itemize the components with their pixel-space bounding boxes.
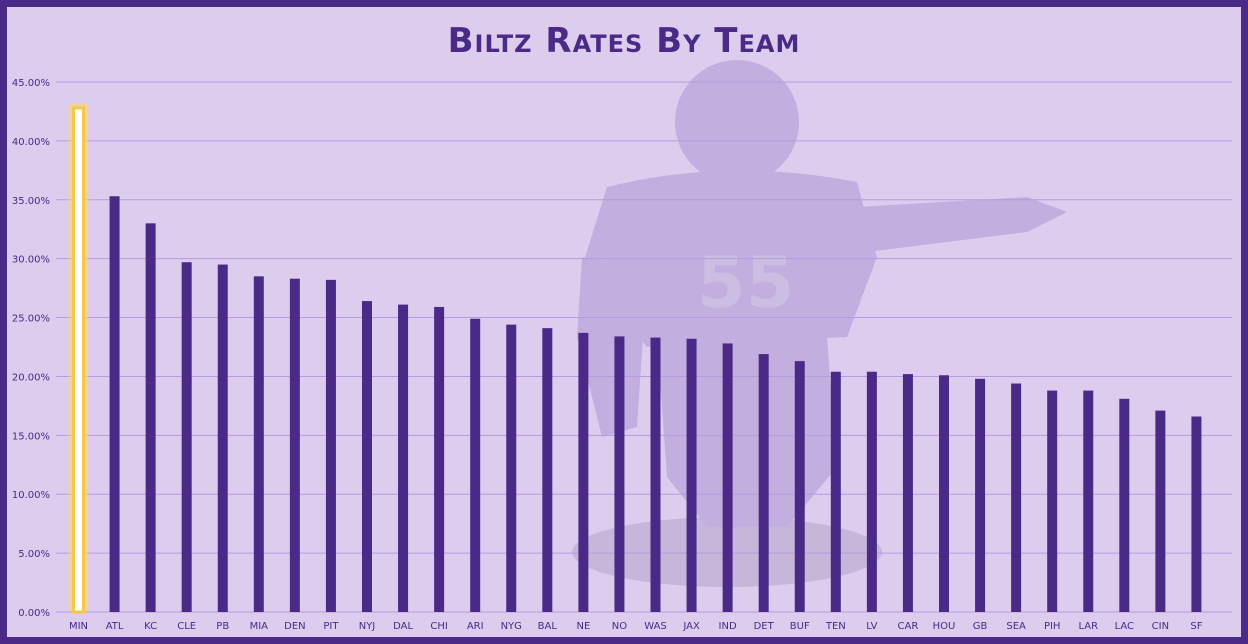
bar-ind — [722, 343, 733, 612]
y-tick-label: 25.00% — [12, 314, 50, 325]
x-tick-label-ind: IND — [719, 621, 737, 632]
x-tick-label-no: NO — [612, 621, 627, 632]
bar-jax — [686, 338, 697, 612]
bars — [68, 102, 1202, 614]
bar-atl — [109, 196, 120, 612]
x-tick-label-lac: LAC — [1115, 621, 1134, 632]
x-tick-label-chi: CHI — [430, 621, 447, 632]
x-tick-label-det: DET — [754, 621, 775, 632]
chart-title: Biltz Rates By Team — [447, 21, 801, 61]
x-tick-label-buf: BUF — [790, 621, 810, 632]
x-tick-label-hou: HOU — [933, 621, 956, 632]
bar-bal — [542, 328, 553, 612]
bar-lv — [866, 371, 877, 612]
bar-lac — [1119, 398, 1130, 612]
y-axis-ticks: 0.00% 5.00% 10.00% 15.00% 20.00% 25.00% 30.00%… — [12, 78, 50, 619]
bar-buf — [794, 361, 805, 612]
chart-frame: 55 0.00% 5.00% 10.00% 15.00% 20.00% 25.00% 30.… — [5, 5, 1243, 639]
vikings-player-55-pointing-image: 55 — [572, 60, 1067, 587]
y-tick-label: 15.00% — [12, 431, 50, 442]
bar-pih — [1047, 390, 1058, 612]
x-axis-ticks: MIN ATL KC CLE PB MIA DEN PIT NYJ DAL CHI ARI NYG BAL… — [69, 621, 1203, 632]
x-tick-label-jax: JAX — [682, 621, 700, 632]
x-tick-label-gb: GB — [973, 621, 988, 632]
x-tick-label-pih: PIH — [1044, 621, 1061, 632]
bar-nyj — [362, 301, 372, 612]
grid-lines — [56, 81, 1232, 613]
bar-pb — [217, 264, 228, 612]
y-tick-label: 45.00% — [12, 78, 50, 89]
x-tick-label-atl: ATL — [106, 621, 124, 632]
y-tick-label: 10.00% — [12, 490, 50, 501]
x-tick-label-ne: NE — [576, 621, 590, 632]
bar-den — [289, 278, 300, 612]
bar-chart: 0.00% 5.00% 10.00% 15.00% 20.00% 25.00% 30.00%… — [12, 78, 1232, 632]
y-tick-label: 20.00% — [12, 372, 50, 383]
x-tick-label-car: CAR — [898, 621, 919, 632]
bar-dal — [398, 304, 409, 612]
bar-lar — [1083, 390, 1094, 612]
svg-text:55: 55 — [697, 242, 794, 324]
bar-cle — [181, 262, 192, 612]
bar-kc — [145, 223, 156, 613]
x-tick-label-lv: LV — [866, 621, 877, 632]
y-tick-label: 5.00% — [18, 549, 50, 560]
bar-mia — [253, 276, 264, 612]
x-tick-label-kc: KC — [144, 621, 157, 632]
x-tick-label-pb: PB — [216, 621, 229, 632]
bar-no — [614, 336, 625, 612]
x-tick-label-nyg: NYG — [501, 621, 522, 632]
bar-ne — [578, 332, 589, 612]
bar-pit — [325, 279, 336, 612]
bar-was — [650, 337, 661, 612]
bar-ari — [470, 318, 481, 612]
bar-hou — [939, 375, 949, 612]
x-tick-label-pit: PIT — [323, 621, 339, 632]
bar-sf — [1191, 416, 1202, 612]
y-tick-label: 30.00% — [12, 255, 50, 266]
bar-cin — [1155, 410, 1166, 612]
x-tick-label-den: DEN — [284, 621, 306, 632]
x-tick-label-cin: CIN — [1152, 621, 1169, 632]
x-tick-label-lar: LAR — [1078, 621, 1098, 632]
x-tick-label-was: WAS — [644, 621, 667, 632]
y-tick-label: 35.00% — [12, 196, 50, 207]
x-tick-label-ten: TEN — [825, 621, 846, 632]
x-tick-label-nyj: NYJ — [359, 621, 376, 632]
bar-sea — [1011, 383, 1022, 612]
bar-ten — [830, 371, 841, 612]
bar-det — [758, 354, 769, 612]
bar-chi — [434, 306, 445, 612]
y-tick-label: 0.00% — [18, 608, 50, 619]
x-tick-label-bal: BAL — [538, 621, 558, 632]
x-tick-label-sf: SF — [1190, 621, 1202, 632]
bar-car — [902, 374, 913, 612]
x-tick-label-min: MIN — [69, 621, 88, 632]
bar-nyg — [506, 324, 517, 612]
x-tick-label-ari: ARI — [467, 621, 484, 632]
bar-gb — [975, 378, 986, 612]
bar-min — [72, 106, 85, 614]
x-tick-label-mia: MIA — [250, 621, 269, 632]
y-tick-label: 40.00% — [12, 137, 50, 148]
x-tick-label-dal: DAL — [393, 621, 413, 632]
x-tick-label-sea: SEA — [1006, 621, 1026, 632]
x-tick-label-cle: CLE — [177, 621, 196, 632]
